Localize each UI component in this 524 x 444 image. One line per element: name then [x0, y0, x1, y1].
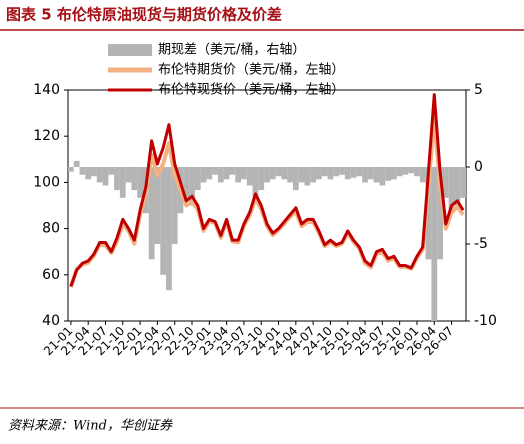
spread-bar: [91, 167, 97, 177]
spread-bar: [258, 167, 265, 191]
y-tick-label: 120: [33, 128, 60, 144]
spread-bar: [442, 167, 449, 198]
spread-bar: [102, 167, 109, 186]
spread-bar: [114, 167, 120, 191]
spread-bar: [321, 167, 328, 177]
spread-bar: [229, 167, 236, 175]
spread-bar: [454, 167, 461, 206]
spread-bar: [125, 167, 132, 183]
spread-bar: [379, 167, 386, 186]
y-tick-label: 100: [33, 174, 60, 190]
spread-bar: [73, 160, 80, 167]
spread-bar: [131, 167, 138, 191]
y-tick-label: 40: [42, 313, 60, 329]
spread-bar: [298, 167, 305, 183]
chart-title: 图表 5 布伦特原油现货与期货价格及价差: [6, 6, 282, 24]
spread-bar: [287, 167, 293, 183]
spread-bar: [206, 167, 213, 180]
y2-tick-label: 0: [474, 159, 483, 175]
spread-bar: [327, 167, 334, 180]
legend-label: 期现差（美元/桶，右轴）: [158, 43, 305, 58]
spread-bar: [437, 167, 443, 260]
plot-frame: [67, 89, 467, 322]
spread-bar: [292, 167, 299, 191]
spread-bar: [68, 167, 74, 172]
spread-bar: [385, 167, 392, 181]
spread-bar: [200, 167, 207, 183]
spread-bar: [154, 167, 161, 244]
spread-bar: [264, 167, 270, 183]
spread-bar: [171, 167, 178, 244]
spread-bar: [310, 167, 317, 183]
spread-bar: [246, 167, 253, 186]
spread-bar: [166, 167, 172, 291]
spread-bar: [194, 167, 201, 191]
legend-swatch: [108, 44, 152, 56]
spread-bar: [223, 167, 230, 180]
spread-bar: [408, 167, 415, 174]
y-tick-label: 140: [33, 82, 60, 98]
spread-bar: [425, 167, 432, 260]
spread-bar: [367, 167, 374, 180]
price-line: [69, 93, 465, 287]
legend-label: 布伦特现货价（美元/桶，左轴）: [158, 82, 344, 98]
y-tick-label: 60: [42, 267, 60, 283]
y-tick-label: 80: [42, 221, 60, 237]
spread-bar: [396, 167, 403, 177]
spread-bar: [212, 167, 218, 175]
spread-bar: [108, 167, 115, 175]
legend-label: 布伦特期货价（美元/桶，左轴）: [158, 62, 344, 78]
spread-bar: [269, 167, 276, 180]
spread-bar: [304, 167, 311, 186]
spread-bar: [460, 167, 466, 198]
spread-bar: [431, 167, 438, 321]
spread-bar: [344, 167, 351, 180]
spread-bar: [137, 167, 143, 198]
spread-bar: [160, 167, 167, 275]
y2-tick-label: 5: [474, 82, 483, 98]
spread-bar: [281, 167, 288, 180]
spread-bar: [241, 167, 247, 180]
spread-bar: [148, 167, 155, 260]
spread-bar: [183, 167, 190, 198]
spread-bar: [414, 167, 420, 177]
spread-bar: [373, 167, 380, 183]
spread-bar: [391, 167, 397, 180]
spread-bar: [119, 167, 126, 198]
spread-bar: [316, 167, 322, 180]
spread-bar: [356, 167, 363, 177]
price-line: [68, 115, 465, 288]
spread-bar: [350, 167, 357, 178]
spread-bar: [252, 167, 259, 198]
spread-bar: [96, 167, 103, 183]
source: 资料来源：Wind，华创证券: [8, 419, 173, 434]
spread-bar: [85, 167, 92, 180]
spread-bar: [419, 167, 426, 183]
y2-tick-label: -5: [474, 236, 488, 252]
spread-bar: [235, 167, 242, 183]
spread-bar: [448, 167, 455, 214]
spread-bar: [333, 167, 340, 177]
spread-bar: [79, 167, 86, 175]
y2-tick-label: -10: [474, 313, 497, 329]
spread-bar: [275, 167, 282, 177]
spread-bar: [189, 167, 195, 206]
spread-bar: [217, 167, 224, 183]
spread-bar: [362, 167, 368, 183]
spread-bar: [339, 167, 345, 175]
spread-bar: [402, 167, 409, 175]
